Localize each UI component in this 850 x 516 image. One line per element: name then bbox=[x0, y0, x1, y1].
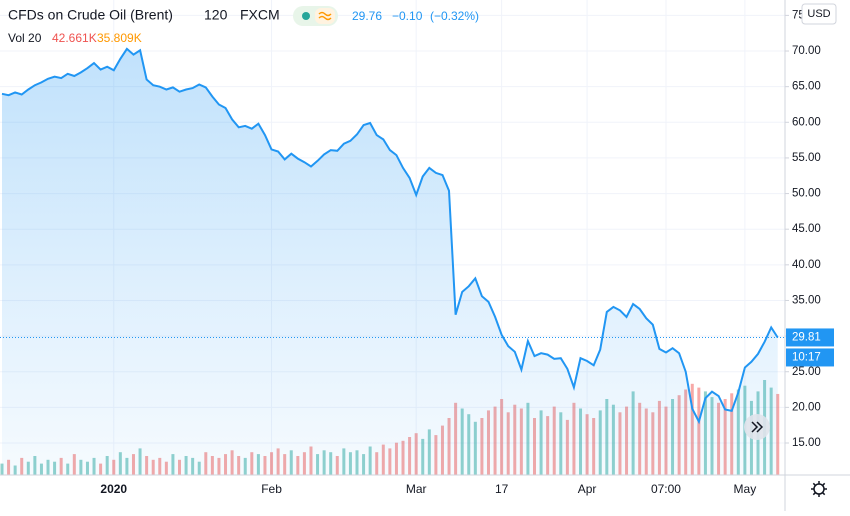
chart-title: CFDs on Crude Oil (Brent) bbox=[8, 7, 173, 23]
y-tick-label: 40.00 bbox=[792, 259, 821, 271]
x-tick-label: Feb bbox=[261, 482, 282, 496]
y-tick-label: 65.00 bbox=[792, 81, 821, 93]
y-tick-label: 35.00 bbox=[792, 294, 821, 306]
currency: USD bbox=[807, 8, 830, 20]
settings-icon bbox=[811, 481, 827, 497]
x-tick-label: May bbox=[734, 482, 757, 496]
scroll-icon bbox=[751, 421, 764, 433]
countdown-box bbox=[786, 348, 834, 367]
market-dot bbox=[302, 12, 310, 20]
y-tick-label: 70.00 bbox=[792, 45, 821, 57]
countdown-label: 10:17 bbox=[792, 351, 821, 363]
price-layer bbox=[1, 47, 779, 475]
y-tick-label: 15.00 bbox=[792, 437, 821, 449]
last-price-label: 29.81 bbox=[792, 331, 821, 343]
y-tick-label: 55.00 bbox=[792, 152, 821, 164]
currency-box[interactable] bbox=[801, 3, 837, 25]
y-tick-label: 45.00 bbox=[792, 223, 821, 235]
volume-bar bbox=[776, 393, 780, 475]
x-tick-label: Apr bbox=[578, 482, 597, 496]
price-line bbox=[1, 47, 779, 425]
volume-last: 42.661K bbox=[52, 31, 97, 45]
y-tick-label: 20.00 bbox=[792, 401, 821, 413]
x-tick-label: 17 bbox=[495, 482, 509, 496]
y-tick-label: 25.00 bbox=[792, 366, 821, 378]
y-tick-label: 50.00 bbox=[792, 188, 821, 200]
quote-change-pct: (−0.32%) bbox=[430, 9, 479, 23]
quote-price: 29.76 bbox=[352, 9, 382, 23]
volume-ma: 35.809K bbox=[97, 31, 142, 45]
quote-change: −0.10 bbox=[392, 9, 423, 23]
x-tick-label: 07:00 bbox=[651, 482, 681, 496]
interval: 120 bbox=[204, 7, 228, 23]
price-area bbox=[2, 48, 778, 475]
x-tick-label: 2020 bbox=[100, 482, 127, 496]
y-tick-label: 60.00 bbox=[792, 116, 821, 128]
x-tick-label: Mar bbox=[406, 482, 427, 496]
last-price-box bbox=[786, 328, 834, 347]
volume-label: Vol 20 bbox=[8, 31, 42, 45]
delay-icon bbox=[318, 11, 332, 21]
source: FXCM bbox=[240, 7, 280, 23]
settings-button[interactable] bbox=[813, 483, 825, 495]
delay-badge bbox=[315, 8, 335, 24]
